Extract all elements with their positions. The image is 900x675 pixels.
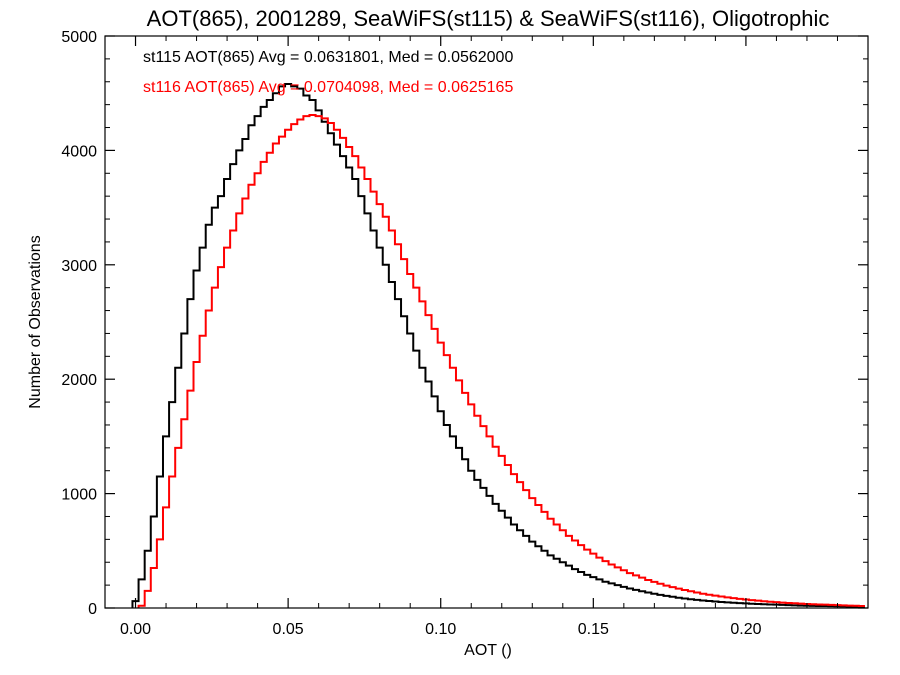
y-axis-ticks: 0 1000 2000 3000 4000 5000 xyxy=(61,29,868,618)
x-tick-label: 0.10 xyxy=(425,621,456,638)
x-tick-label: 0.00 xyxy=(120,621,151,638)
series-st115-histogram xyxy=(131,83,865,608)
chart-title: AOT(865), 2001289, SeaWiFS(st115) & SeaW… xyxy=(147,6,830,31)
y-axis-label: Number of Observations xyxy=(27,235,44,408)
x-tick-label: 0.15 xyxy=(578,621,609,638)
y-tick-label: 3000 xyxy=(61,258,97,275)
x-tick-label: 0.20 xyxy=(730,621,761,638)
x-axis-label: AOT () xyxy=(464,642,512,659)
st115-annotation: st115 AOT(865) Avg = 0.0631801, Med = 0.… xyxy=(143,49,513,66)
x-tick-label: 0.05 xyxy=(273,621,304,638)
y-tick-label: 5000 xyxy=(61,29,97,46)
x-axis-ticks: 0.00 0.05 0.10 0.15 0.20 xyxy=(120,36,869,638)
plot-area xyxy=(131,83,865,608)
st116-annotation: st116 AOT(865) Avg = 0.0704098, Med = 0.… xyxy=(143,79,513,96)
series-st116-histogram xyxy=(137,113,865,608)
y-tick-label: 0 xyxy=(88,601,97,618)
y-tick-label: 4000 xyxy=(61,143,97,160)
y-tick-label: 1000 xyxy=(61,487,97,504)
plot-frame xyxy=(104,35,869,609)
y-tick-label: 2000 xyxy=(61,372,97,389)
